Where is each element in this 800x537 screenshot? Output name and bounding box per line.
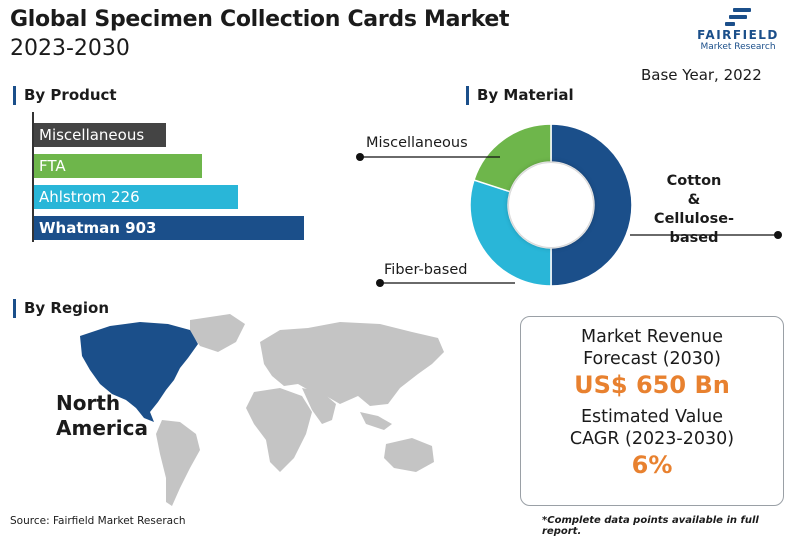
material-donut-chart <box>356 123 782 287</box>
bar-axis <box>32 112 34 242</box>
donut-label-cotton-line-1: Cotton <box>666 173 722 189</box>
product-bar-ahlstrom-226: Ahlstrom 226 <box>34 185 238 209</box>
map-eurasia <box>260 322 444 406</box>
donut-hole <box>509 163 593 247</box>
product-bar-fta: FTA <box>34 154 202 178</box>
callout-dot-misc <box>356 153 364 161</box>
cagr-value: 6% <box>631 451 673 479</box>
logo: FAIRFIELD Market Research <box>686 8 790 52</box>
map-south-america <box>156 420 200 506</box>
revenue-value: US$ 650 Bn <box>574 371 730 399</box>
callout-dot-fiber <box>376 279 384 287</box>
donut-label-cotton-line-2: & <box>687 192 701 208</box>
donut-label-cotton: Cotton & Cellulose-based <box>632 172 756 248</box>
source-note: Source: Fairfield Market Reserach <box>10 515 186 527</box>
page-title: Global Specimen Collection Cards Market <box>10 7 510 32</box>
section-region-heading: By Region <box>13 299 109 318</box>
donut-slice-miscellaneous <box>473 123 552 193</box>
map-greenland <box>190 314 245 352</box>
map-southeast-asia <box>360 412 392 430</box>
map-north-america <box>80 322 198 422</box>
product-bar-miscellaneous: Miscellaneous <box>34 123 166 147</box>
region-label-line-2: America <box>56 416 148 440</box>
donut-label-fiber-based: Fiber-based <box>384 262 468 278</box>
map-south-asia <box>302 388 336 424</box>
region-label: North America <box>56 391 148 441</box>
logo-tagline: Market Research <box>700 42 776 52</box>
map-australia <box>384 438 434 472</box>
logo-mark-icon <box>725 8 751 26</box>
map-africa <box>246 388 312 472</box>
region-label-line-1: North <box>56 391 121 415</box>
donut-label-cotton-line-3: Cellulose-based <box>653 211 735 246</box>
callout-dot-cotton <box>774 231 782 239</box>
donut-slice-cotton-cellulose-based <box>550 123 633 287</box>
page-subtitle: 2023-2030 <box>10 36 130 61</box>
world-map <box>80 314 444 506</box>
logo-name: FAIRFIELD <box>697 28 779 42</box>
base-year: Base Year, 2022 <box>641 66 762 84</box>
section-material-heading: By Material <box>466 86 574 105</box>
donut-slice-fiber-based <box>469 179 552 287</box>
revenue-label-line-1: Market Revenue <box>581 327 723 347</box>
cagr-label-line-2: CAGR (2023-2030) <box>569 429 735 449</box>
footnote: *Complete data points available in full … <box>542 515 759 537</box>
revenue-label-line-2: Forecast (2030) <box>583 349 721 369</box>
forecast-box: Market Revenue Forecast (2030) US$ 650 B… <box>520 316 784 506</box>
donut-label-miscellaneous: Miscellaneous <box>366 135 468 151</box>
section-product-heading: By Product <box>13 86 117 105</box>
cagr-label-line-1: Estimated Value <box>580 407 724 427</box>
product-bar-whatman-903: Whatman 903 <box>34 216 304 240</box>
